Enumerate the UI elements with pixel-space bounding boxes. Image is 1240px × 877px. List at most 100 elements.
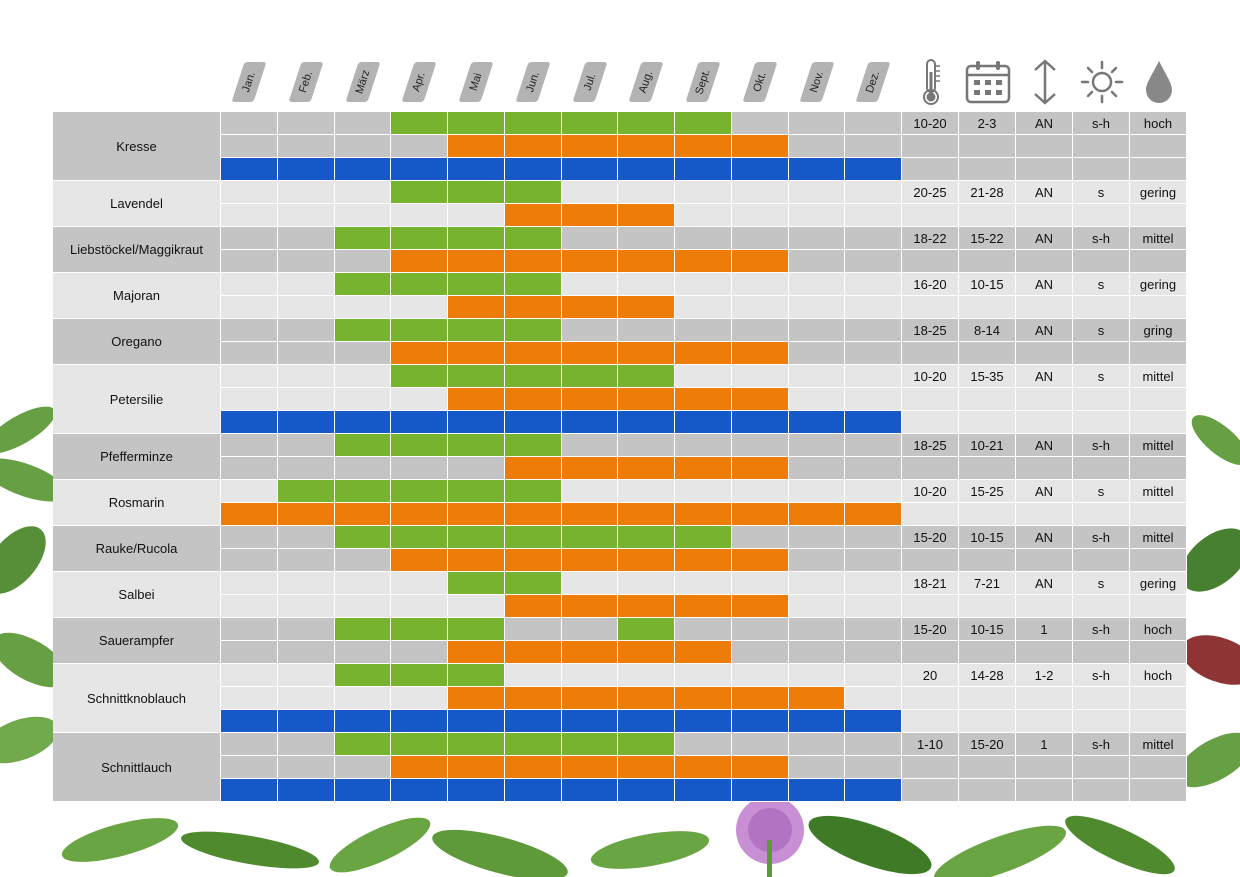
herb-name: Schnittlauch xyxy=(53,733,220,802)
sowing-cell xyxy=(618,526,675,549)
herb-temp-value: 1-10 xyxy=(902,733,959,756)
info-cell xyxy=(959,503,1016,526)
sowing-cell xyxy=(391,618,448,641)
water-drop-icon xyxy=(1130,56,1187,108)
empty-cell xyxy=(277,549,335,572)
herb-name: Kresse xyxy=(53,112,220,181)
info-cell xyxy=(1016,687,1073,710)
empty-cell xyxy=(334,112,392,135)
year-round-cell xyxy=(221,710,278,733)
harvest-cell xyxy=(504,342,562,365)
sowing-cell xyxy=(618,733,675,756)
info-cell xyxy=(1130,779,1187,802)
year-round-cell xyxy=(731,710,789,733)
herb-height-value: AN xyxy=(1016,526,1073,549)
herb-water-value: mittel xyxy=(1130,434,1187,457)
month-tab: Jul. xyxy=(572,62,607,102)
empty-cell xyxy=(788,480,846,503)
info-cell xyxy=(959,710,1016,733)
empty-cell xyxy=(277,733,335,756)
empty-cell xyxy=(731,365,789,388)
herb-days-value: 10-15 xyxy=(959,273,1016,296)
empty-cell xyxy=(221,227,278,250)
info-cell xyxy=(1130,503,1187,526)
herb-days-value: 10-15 xyxy=(959,526,1016,549)
harvest-cell xyxy=(731,250,789,273)
year-round-cell xyxy=(731,779,789,802)
info-cell xyxy=(959,204,1016,227)
empty-cell xyxy=(845,365,902,388)
empty-cell xyxy=(277,388,335,411)
year-round-cell xyxy=(504,158,562,181)
info-cell xyxy=(1073,779,1130,802)
year-round-cell xyxy=(504,779,562,802)
harvest-cell xyxy=(561,457,619,480)
harvest-cell xyxy=(618,457,675,480)
empty-cell xyxy=(675,434,732,457)
harvest-cell xyxy=(391,342,448,365)
info-cell xyxy=(902,135,959,158)
sowing-cell xyxy=(448,618,505,641)
info-cell xyxy=(959,595,1016,618)
sowing-cell xyxy=(675,526,732,549)
herb-name: Sauerampfer xyxy=(53,618,220,664)
sowing-cell xyxy=(334,480,392,503)
year-round-cell xyxy=(561,158,619,181)
info-cell xyxy=(1130,710,1187,733)
empty-cell xyxy=(845,618,902,641)
empty-cell xyxy=(731,733,789,756)
year-round-cell xyxy=(391,158,448,181)
year-round-cell xyxy=(675,411,732,434)
harvest-cell xyxy=(391,503,448,526)
info-cell xyxy=(1130,411,1187,434)
herb-sun-value: s-h xyxy=(1073,434,1130,457)
herb-water-value: hoch xyxy=(1130,664,1187,687)
sowing-cell xyxy=(391,112,448,135)
year-round-cell xyxy=(731,411,789,434)
empty-cell xyxy=(675,204,732,227)
empty-cell xyxy=(277,365,335,388)
empty-cell xyxy=(845,227,902,250)
empty-cell xyxy=(675,296,732,319)
info-cell xyxy=(1130,342,1187,365)
harvest-cell xyxy=(561,250,619,273)
herb-days-value: 15-25 xyxy=(959,480,1016,503)
sowing-cell xyxy=(334,227,392,250)
sowing-cell xyxy=(504,480,562,503)
empty-cell xyxy=(277,181,335,204)
info-cell xyxy=(902,342,959,365)
harvest-cell xyxy=(731,756,789,779)
month-header: Jan. Feb. März Apr. Mai Jun. Jul. Aug. Sept. Okt.… xyxy=(221,60,902,104)
info-cell xyxy=(1016,503,1073,526)
info-cell xyxy=(902,250,959,273)
empty-cell xyxy=(675,664,732,687)
empty-cell xyxy=(618,319,675,342)
harvest-cell xyxy=(618,687,675,710)
info-cell xyxy=(1130,135,1187,158)
empty-cell xyxy=(788,549,846,572)
herb-temp-value: 16-20 xyxy=(902,273,959,296)
empty-cell xyxy=(221,365,278,388)
info-cell xyxy=(902,687,959,710)
year-round-cell xyxy=(731,158,789,181)
harvest-cell xyxy=(448,296,505,319)
year-round-cell xyxy=(448,779,505,802)
herb-sun-value: s-h xyxy=(1073,618,1130,641)
month-tab: Okt. xyxy=(742,62,778,102)
empty-cell xyxy=(788,572,846,595)
herb-water-value: gering xyxy=(1130,181,1187,204)
harvest-cell xyxy=(504,756,562,779)
sowing-cell xyxy=(504,733,562,756)
empty-cell xyxy=(221,687,278,710)
sowing-cell xyxy=(391,664,448,687)
year-round-cell xyxy=(675,158,732,181)
herb-temp-value: 15-20 xyxy=(902,618,959,641)
herb-name: Salbei xyxy=(53,572,220,618)
year-round-cell xyxy=(561,710,619,733)
herb-height-value: AN xyxy=(1016,273,1073,296)
info-cell xyxy=(1016,411,1073,434)
info-cell xyxy=(1073,204,1130,227)
herb-name: Petersilie xyxy=(53,365,220,434)
harvest-cell xyxy=(731,687,789,710)
harvest-cell xyxy=(731,503,789,526)
